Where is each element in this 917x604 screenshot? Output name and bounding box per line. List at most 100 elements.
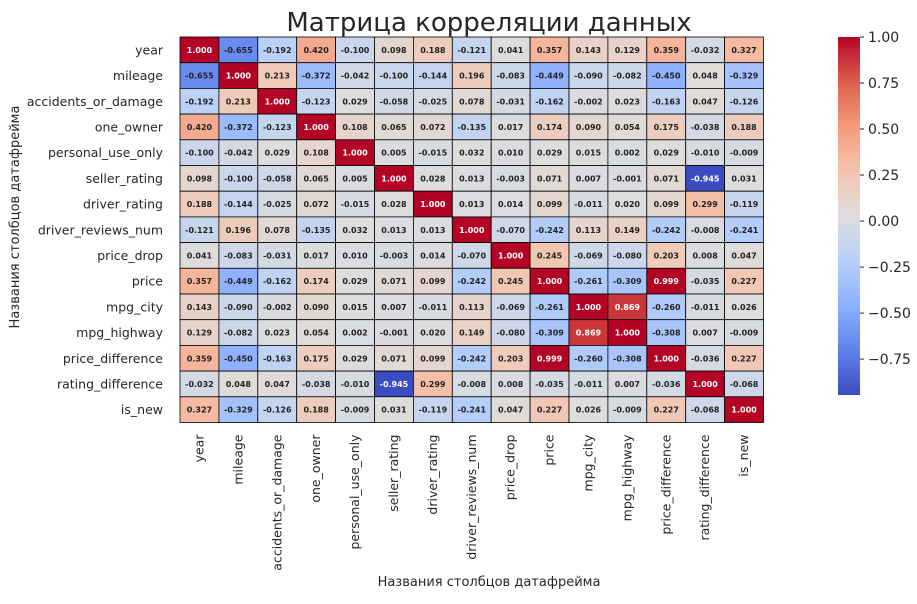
- cell-value-label: -0.009: [730, 149, 759, 158]
- cell-value-label: -0.100: [380, 72, 409, 81]
- cell-value-label: -0.083: [496, 72, 525, 81]
- cell-value-label: 0.099: [420, 277, 446, 286]
- cell-value-label: 0.203: [498, 354, 523, 363]
- cell-value-label: 0.090: [576, 123, 602, 132]
- heatmap-cell: [218, 344, 259, 372]
- cell-value-label: -0.655: [185, 72, 214, 81]
- heatmap-cell: [296, 113, 337, 141]
- cell-value-label: 0.023: [265, 329, 290, 338]
- heatmap-cell: [646, 370, 687, 398]
- cell-value-label: 0.071: [381, 277, 407, 286]
- row-tick-label: year: [135, 42, 164, 57]
- cell-value-label: 0.174: [303, 277, 329, 286]
- cell-value-label: 0.420: [303, 46, 329, 55]
- cell-value-label: 0.999: [537, 354, 563, 363]
- cell-value-label: -0.121: [185, 226, 214, 235]
- cell-value-label: 1.000: [654, 354, 680, 363]
- heatmap-cell: [412, 216, 453, 243]
- cell-value-label: -0.032: [691, 46, 720, 55]
- heatmap-cell: [646, 396, 687, 423]
- heatmap-cell: [218, 396, 259, 423]
- heatmap-cell: [257, 242, 298, 269]
- cell-value-label: 0.032: [342, 226, 367, 235]
- cell-value-label: 0.029: [654, 149, 680, 158]
- cell-value-label: 0.072: [420, 123, 445, 132]
- cell-value-label: -0.090: [224, 303, 253, 312]
- cell-value-label: 0.029: [342, 354, 368, 363]
- heatmap-cell: [412, 190, 453, 218]
- cell-value-label: 0.065: [381, 123, 407, 132]
- row-tick-label: price_drop: [97, 248, 163, 263]
- heatmap-cell: [296, 396, 337, 423]
- heatmap-cells: 1.000 -0.655 -0.192 0.420 -0.100 0.098 0.188 -0…: [179, 36, 764, 423]
- row-tick-label: price: [132, 274, 163, 289]
- cell-value-label: 0.175: [303, 354, 329, 363]
- row-tick-label: rating_difference: [57, 376, 163, 391]
- colorbar-tick-label: 0.25: [868, 168, 899, 184]
- row-tick-label: mileage: [113, 68, 163, 83]
- cell-value-label: -0.144: [419, 72, 448, 81]
- heatmap-cell: [724, 190, 764, 218]
- heatmap-cell: [374, 113, 414, 141]
- colorbar-tick-label: −0.50: [868, 306, 911, 322]
- row-tick-labels: year mileage accidents_or_damage one_ownerp…: [27, 42, 164, 417]
- cell-value-label: 0.014: [420, 251, 446, 260]
- colorbar-gradient: [838, 37, 860, 395]
- cell-value-label: 0.054: [303, 329, 329, 338]
- cell-value-label: 0.299: [420, 380, 446, 389]
- cell-value-label: -0.042: [341, 72, 370, 81]
- cell-value-label: -0.025: [419, 97, 448, 106]
- cell-value-label: 0.099: [420, 354, 446, 363]
- cell-value-label: -0.001: [380, 329, 409, 338]
- cell-value-label: -0.372: [302, 72, 331, 81]
- heatmap-cell: [374, 36, 414, 64]
- cell-value-label: -0.008: [691, 226, 720, 235]
- cell-value-label: 0.174: [537, 123, 563, 132]
- cell-value-label: 0.047: [731, 251, 756, 260]
- cell-value-label: -0.261: [535, 303, 564, 312]
- cell-value-label: 0.014: [498, 200, 524, 209]
- heatmap-cell: [646, 190, 687, 218]
- row-tick-label: personal_use_only: [48, 145, 164, 160]
- cell-value-label: -0.002: [263, 303, 292, 312]
- cell-value-label: 0.047: [265, 380, 290, 389]
- colorbar-tick-label: 0.50: [868, 122, 899, 138]
- cell-value-label: -0.011: [419, 303, 448, 312]
- heatmap-cell: [335, 113, 375, 141]
- cell-value-label: 0.071: [381, 354, 407, 363]
- cell-value-label: 1.000: [265, 97, 291, 106]
- cell-value-label: -0.135: [457, 123, 486, 132]
- cell-value-label: 1.000: [731, 406, 757, 415]
- cell-value-label: -0.121: [457, 46, 486, 55]
- heatmap-cell: [218, 113, 259, 141]
- cell-value-label: 0.327: [731, 46, 756, 55]
- heatmap-cell: [296, 165, 337, 192]
- heatmap-cell: [724, 293, 764, 321]
- cell-value-label: -0.372: [224, 123, 253, 132]
- cell-value-label: -0.011: [691, 303, 720, 312]
- heatmap-cell: [374, 139, 414, 166]
- heatmap-cell: [296, 242, 337, 269]
- cell-value-label: 0.143: [187, 303, 212, 312]
- heatmap-cell: [179, 370, 220, 398]
- column-tick-label: mpg_highway: [619, 434, 634, 521]
- heatmap-cell: [490, 165, 531, 192]
- column-tick-label: mpg_city: [580, 434, 595, 492]
- heatmap-cell: [646, 165, 687, 192]
- cell-value-label: -0.309: [535, 329, 564, 338]
- heatmap-cell: [724, 139, 764, 166]
- cell-value-label: -0.119: [730, 200, 759, 209]
- cell-value-label: -0.058: [380, 97, 409, 106]
- cell-value-label: 0.245: [498, 277, 524, 286]
- cell-value-label: 0.048: [692, 72, 718, 81]
- cell-value-label: -0.241: [730, 226, 759, 235]
- cell-value-label: 0.028: [420, 174, 446, 183]
- heatmap-cell: [529, 113, 570, 141]
- heatmap-cell: [529, 216, 570, 243]
- cell-value-label: -0.242: [457, 277, 486, 286]
- cell-value-label: 0.227: [537, 406, 562, 415]
- cell-value-label: -0.080: [613, 251, 642, 260]
- heatmap-cell: [646, 319, 687, 346]
- heatmap-cell: [607, 165, 648, 192]
